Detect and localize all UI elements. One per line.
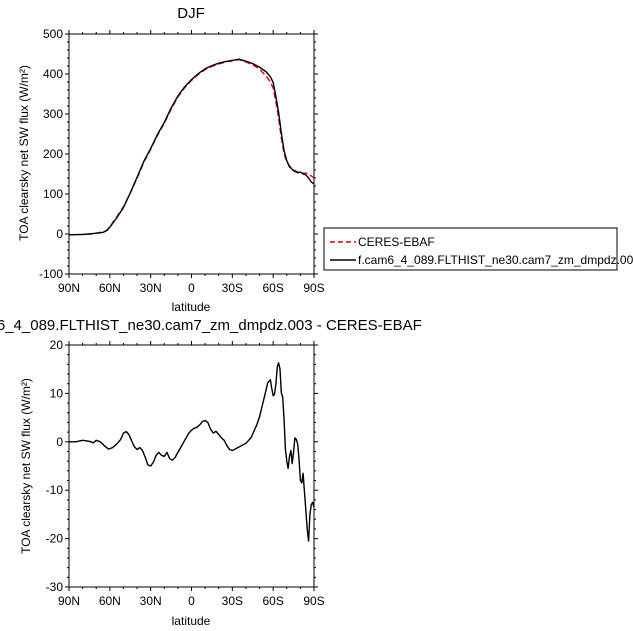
top-panel: DJF -100 0 100 200 300 400 500 90N 60N 30N 0 30S 60S… [17,5,325,314]
bottom-chart-axes: -30 -20 -10 0 10 20 90N 60N 30N 0 30S 60S 90S [46,338,325,608]
plot-frame [68,33,315,275]
bottom-panel: f.cam6_4_089.FLTHIST_ne30.cam7_zm_dmpdz.… [0,317,422,628]
top-chart-series [68,58,315,236]
x-tick-label: 90S [303,281,324,295]
series-line-model [69,362,315,542]
x-tick-label: 60S [262,281,283,295]
series-line-model [68,58,315,236]
y-tick-label: -100 [39,267,63,281]
top-chart-xlabel: latitude [172,300,211,314]
x-tick-label: 30N [140,281,162,295]
top-chart-ylabel: TOA clearsky net SW flux (W/m²) [17,65,31,241]
plot-frame [68,344,315,588]
bottom-chart-xlabel: latitude [172,614,211,628]
legend: CERES-EBAF f.cam6_4_089.FLTHIST_ne30.cam… [323,227,633,271]
y-tick-label: 0 [56,435,63,449]
x-tick-label: 60S [262,594,283,608]
x-tick-label: 30S [222,594,243,608]
top-chart-axes: -100 0 100 200 300 400 500 90N 60N 30N 0 30S 60S 90S [39,27,325,295]
y-tick-label: 500 [43,27,63,41]
top-chart-title: DJF [177,5,205,22]
y-tick-label: 300 [43,107,63,121]
legend-label-model: f.cam6_4_089.FLTHIST_ne30.cam7_zm_dmpdz.… [358,253,633,267]
x-tick-label: 60N [99,281,121,295]
y-tick-label: 10 [50,386,64,400]
bottom-chart-ylabel: TOA clearsky net SW flux (W/m²) [19,378,33,554]
series-line-ceres [68,58,315,236]
x-tick-label: 90N [58,594,80,608]
y-tick-label: 100 [43,187,63,201]
y-tick-label: -30 [46,580,64,594]
x-tick-label: 30S [222,281,243,295]
bottom-chart-title: f.cam6_4_089.FLTHIST_ne30.cam7_zm_dmpdz.… [0,317,422,334]
bottom-chart-series [69,362,315,542]
legend-box [323,227,618,271]
x-tick-label: 90N [58,281,80,295]
x-tick-label: 0 [188,594,195,608]
x-tick-label: 90S [303,594,324,608]
x-tick-label: 30N [140,594,162,608]
x-tick-label: 0 [188,281,195,295]
y-tick-label: 0 [56,227,63,241]
y-tick-label: -20 [46,532,64,546]
y-tick-label: 20 [50,338,64,352]
x-tick-label: 60N [99,594,121,608]
legend-label-ceres: CERES-EBAF [358,235,435,249]
y-tick-label: -10 [46,483,64,497]
y-tick-label: 400 [43,67,63,81]
y-tick-label: 200 [43,147,63,161]
